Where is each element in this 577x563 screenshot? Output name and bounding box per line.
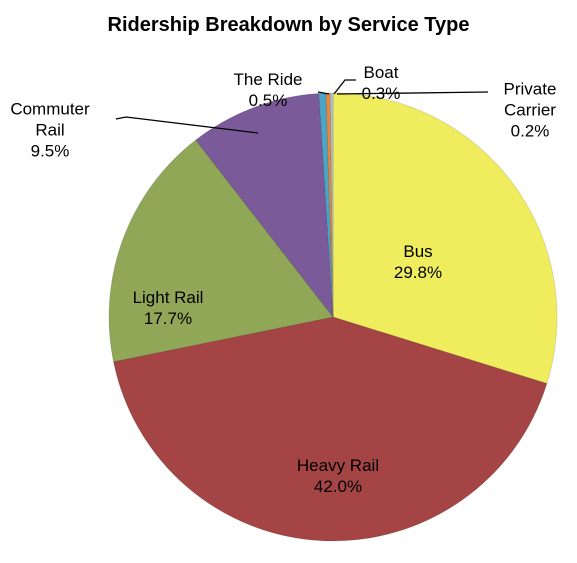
slice xyxy=(108,139,334,363)
leader-line xyxy=(336,91,489,95)
leader-lines xyxy=(115,79,489,134)
category-label: Commuter Rail xyxy=(10,99,90,140)
category-label: Light Rail xyxy=(132,288,204,307)
slice-label: Boat 0.3% xyxy=(362,62,401,104)
leader-line xyxy=(317,91,330,95)
category-label: Boat xyxy=(363,63,399,82)
leader-line xyxy=(115,116,259,134)
slice xyxy=(329,92,334,318)
category-label: Private Carrier xyxy=(503,79,557,120)
category-label: The Ride xyxy=(233,70,303,89)
slice xyxy=(195,93,334,319)
value-label: 42.0% xyxy=(313,477,363,496)
category-label: Bus xyxy=(403,242,433,261)
value-label: 17.7% xyxy=(143,309,193,328)
leader-line xyxy=(333,79,356,95)
slice-label: The Ride 0.5% xyxy=(234,69,303,111)
chart-title: Ridership Breakdown by Service Type xyxy=(107,14,470,36)
value-label: 29.8% xyxy=(393,263,443,282)
value-label: 0.3% xyxy=(361,84,401,103)
slice-label: Light Rail 17.7% xyxy=(133,287,204,329)
slice xyxy=(332,92,558,385)
slice-label: Bus 29.8% xyxy=(394,241,442,283)
slice-label: Commuter Rail 9.5% xyxy=(8,99,93,162)
slices xyxy=(108,92,558,542)
slice-label: Heavy Rail 42.0% xyxy=(297,455,379,497)
slice xyxy=(113,316,548,542)
value-label: 0.2% xyxy=(510,121,550,141)
slice-label: Private Carrier 0.2% xyxy=(495,79,565,142)
value-label: 9.5% xyxy=(30,141,70,161)
category-label: Heavy Rail xyxy=(296,456,380,475)
value-label: 0.5% xyxy=(248,91,288,110)
